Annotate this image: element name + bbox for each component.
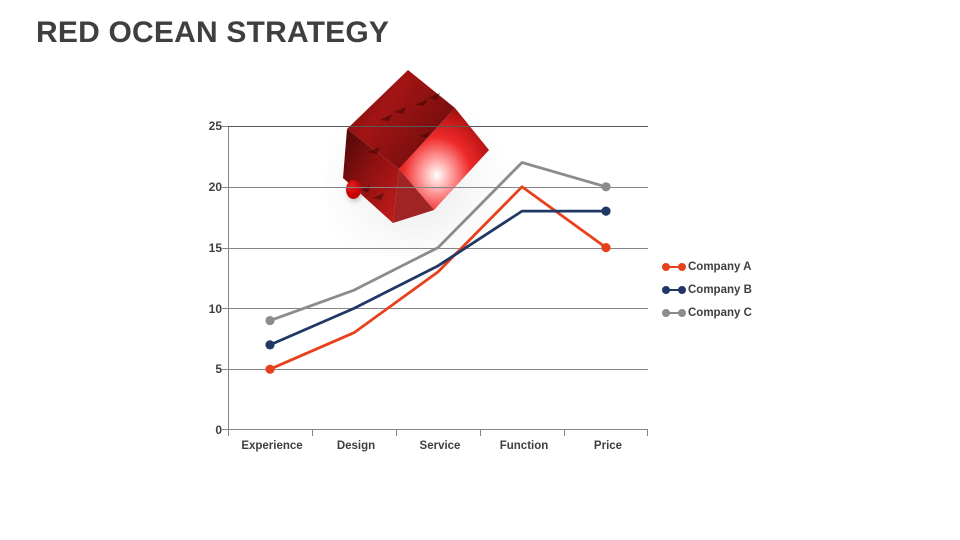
x-tick-mark-4 [564,430,565,436]
legend-label-company-a: Company A [688,260,752,273]
line-chart: 25 20 15 10 5 0 [190,110,730,460]
y-tick-mark-25 [222,126,228,127]
x-tick-mark-0 [228,430,229,436]
y-tick-label-0: 0 [215,423,222,437]
x-tick-label-design: Design [336,440,376,452]
legend-item-company-a[interactable]: Company A [662,255,842,278]
y-tick-label-25: 25 [208,119,222,133]
y-tick-mark-0 [222,429,228,430]
page-title: RED OCEAN STRATEGY [36,16,390,49]
legend-swatch-company-a [662,261,686,273]
chart-legend: Company A Company B Company C [662,255,842,324]
plot-area [222,126,648,430]
data-point-company-a-experience [265,364,275,374]
data-point-company-a-price [601,243,611,253]
x-tick-label-function: Function [499,440,549,452]
data-point-company-c-experience [265,315,275,326]
series-line-company-c [268,161,608,322]
series-plot [265,161,611,374]
x-tick-mark-3 [480,430,481,436]
y-tick-mark-20 [222,186,228,188]
y-tick-mark-5 [222,369,228,371]
data-point-company-b-price [601,206,611,216]
x-tick-label-experience: Experience [241,440,303,452]
y-tick-label-15: 15 [208,241,222,255]
y-tick-label-5: 5 [215,362,222,376]
series-line-company-b [268,209,608,347]
gridline-20 [228,186,648,188]
y-axis-labels: 25 20 15 10 5 0 [190,110,222,446]
legend-item-company-b[interactable]: Company B [662,278,842,301]
legend-swatch-company-c [662,307,686,319]
gridline-10 [228,308,648,310]
x-tick-mark-5 [647,430,648,436]
x-axis-line [228,429,648,430]
x-tick-mark-2 [396,430,397,436]
y-tick-mark-15 [222,247,228,249]
series-line-company-a [268,185,608,371]
x-tick-label-service: Service [419,440,461,452]
x-axis-labels: Experience Design Service Function Price [228,430,648,460]
y-tick-label-20: 20 [208,180,222,194]
x-tick-mark-1 [312,430,313,436]
x-tick-label-price: Price [593,440,623,452]
y-axis-line [228,126,229,430]
data-point-company-c-price [601,182,611,192]
gridline-25 [228,126,648,127]
y-tick-mark-10 [222,308,228,310]
legend-label-company-c: Company C [688,306,752,319]
data-point-company-b-experience [265,340,275,350]
legend-label-company-b: Company B [688,283,752,296]
y-tick-label-10: 10 [208,302,222,316]
legend-swatch-company-b [662,284,686,296]
legend-item-company-c[interactable]: Company C [662,301,842,324]
gridline-5 [228,369,648,371]
